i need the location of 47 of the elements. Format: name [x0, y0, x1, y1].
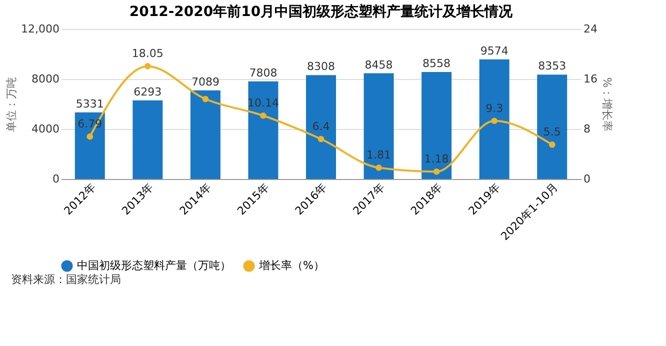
y-tick-label: 4000	[32, 122, 60, 136]
y2-tick-label: 24	[584, 22, 598, 36]
data-label: 6293	[134, 85, 162, 98]
bar	[537, 74, 568, 179]
data-label: 9.3	[486, 102, 504, 115]
data-label: 9574	[480, 44, 508, 58]
text: 资料来源：国家统计局	[11, 273, 121, 286]
bar	[306, 75, 336, 179]
data-label: 8308	[307, 60, 335, 74]
y2-tick-label: 16	[584, 72, 598, 86]
point	[260, 112, 266, 119]
data-label: 1.18	[424, 152, 449, 166]
y-tick-label: 0	[52, 172, 60, 186]
data-label: 5331	[76, 97, 104, 110]
bar	[422, 72, 452, 179]
y-tick-label: 8000	[32, 72, 60, 86]
data-label: 6.4	[312, 120, 330, 133]
chart-title: 2012-2020年前10月中国初级形态塑料产量统计及增长情况	[129, 3, 514, 20]
point	[86, 133, 94, 140]
y2-tick-label: 8	[584, 122, 590, 136]
point	[548, 141, 556, 148]
bar	[190, 90, 220, 179]
point	[202, 96, 209, 102]
y2-axis-title: %：增长率	[600, 77, 614, 132]
bar	[364, 73, 394, 179]
legend-label: 中国初级形态塑料产量（万吨）	[77, 259, 231, 272]
y-axis-title: 单位：万吨	[5, 77, 18, 132]
data-label: 8458	[364, 58, 393, 72]
legend-label: 增长率（%）	[258, 259, 324, 272]
data-label: 18.05	[132, 47, 164, 60]
data-label: 5.5	[543, 126, 561, 139]
bar	[132, 100, 163, 179]
data-label: 8558	[422, 57, 451, 70]
point	[376, 164, 382, 171]
point	[318, 136, 324, 142]
data-label: 7808	[249, 66, 278, 80]
data-label: 8353	[538, 60, 566, 73]
bar	[74, 112, 105, 179]
point	[144, 63, 151, 70]
y-tick-label: 12,000	[21, 22, 60, 36]
data-label: 7089	[191, 75, 220, 88]
bar	[248, 81, 278, 179]
bar	[479, 59, 510, 179]
y2-tick-label: 0	[584, 172, 590, 186]
point	[491, 118, 498, 124]
point	[433, 168, 440, 175]
data-label: 1.81	[366, 148, 392, 162]
